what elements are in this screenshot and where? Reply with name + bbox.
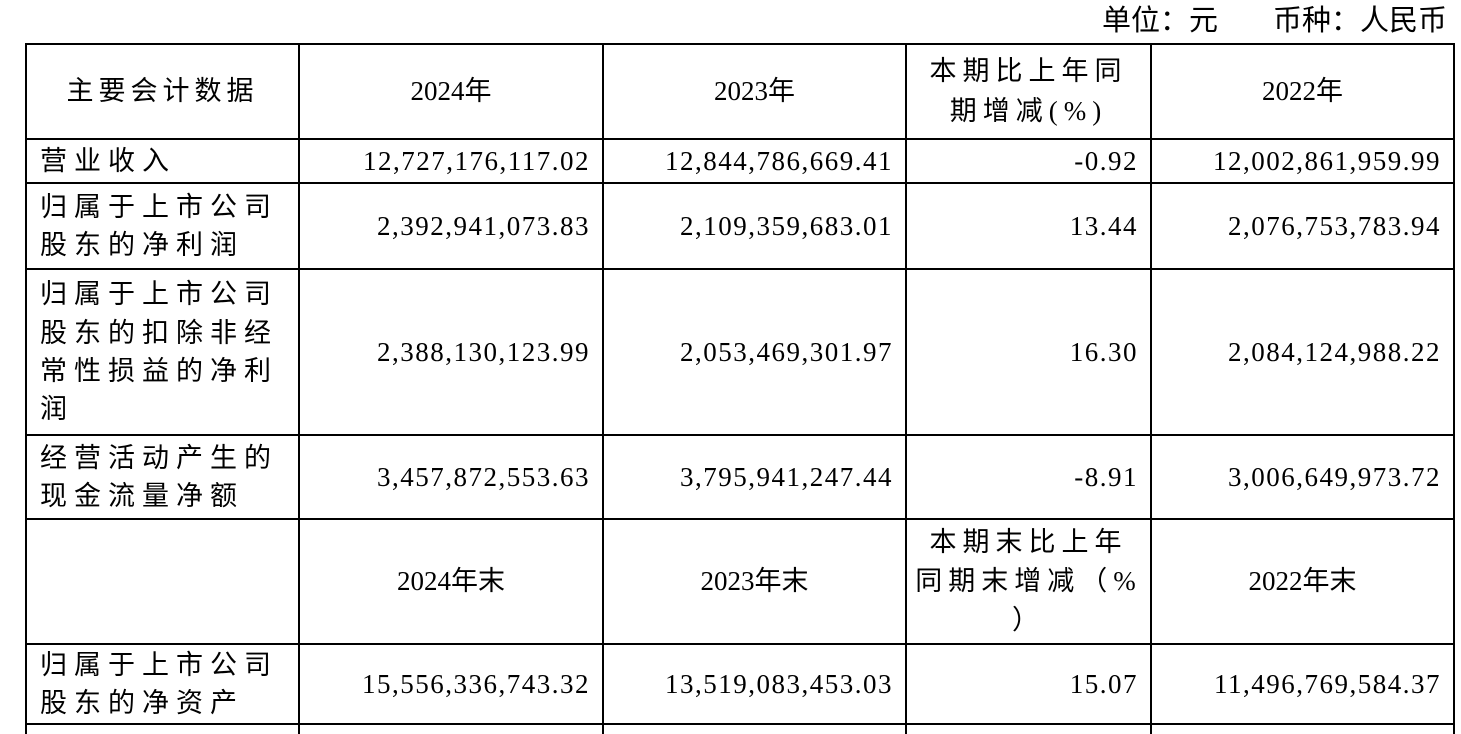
value-2022-cell: 2,076,753,783.94 [1150,182,1455,270]
value-2023-cell: 13,519,083,453.03 [602,643,907,725]
value-2024-cell: 3,457,872,553.63 [298,434,604,520]
value-2022-cell [1150,723,1455,734]
unit-label: 单位：元 [1101,5,1218,37]
header-metric-empty [25,518,300,645]
change-pct-cell: -0.92 [905,138,1152,184]
change-pct-cell: -8.91 [905,434,1152,520]
metric-label-cell [25,723,300,734]
value-2022-cell: 11,496,769,584.37 [1150,643,1455,725]
value-2023-cell: 2,053,469,301.97 [602,268,907,436]
table-row-net-assets: 归属于上市公司 股东的净资产 15,556,336,743.32 13,519,… [25,643,1455,725]
table-row-operating-cash-flow: 经营活动产生的 现金流量净额 3,457,872,553.63 3,795,94… [25,434,1455,520]
value-2023-cell: 12,844,786,669.41 [602,138,907,184]
change-pct-cell: 15.07 [905,643,1152,725]
value-2022-cell: 12,002,861,959.99 [1150,138,1455,184]
header-metric: 主要会计数据 [25,43,300,140]
header-2022: 2022年 [1150,43,1455,140]
header-2023-end: 2023年末 [602,518,907,645]
value-2023-cell: 3,795,941,247.44 [602,434,907,520]
key-accounting-data-table: 主要会计数据 2024年 2023年 本期比上年同 期增减(%) 2022年 营… [25,43,1455,734]
change-pct-cell: 13.44 [905,182,1152,270]
value-2022-cell: 3,006,649,973.72 [1150,434,1455,520]
metric-label-cell: 营业收入 [25,138,300,184]
metric-label-cell: 归属于上市公司 股东的净利润 [25,182,300,270]
value-2024-cell: 2,388,130,123.99 [298,268,604,436]
header-2022-end: 2022年末 [1150,518,1455,645]
header-change-pct: 本期比上年同 期增减(%) [905,43,1152,140]
table-row-operating-revenue: 营业收入 12,727,176,117.02 12,844,786,669.41… [25,138,1455,184]
annual-header-row: 主要会计数据 2024年 2023年 本期比上年同 期增减(%) 2022年 [25,43,1455,140]
metric-label-cell: 归属于上市公司 股东的扣除非经 常性损益的净利 润 [25,268,300,436]
value-2022-cell: 2,084,124,988.22 [1150,268,1455,436]
metric-label-cell: 归属于上市公司 股东的净资产 [25,643,300,725]
header-2024: 2024年 [298,43,604,140]
header-2024-end: 2024年末 [298,518,604,645]
value-2023-cell [602,723,907,734]
table-row-clipped [25,723,1455,734]
period-end-header-row: 2024年末 2023年末 本期末比上年 同期末增减（% ） 2022年末 [25,518,1455,645]
header-period-end-change-pct: 本期末比上年 同期末增减（% ） [905,518,1152,645]
table-row-net-profit: 归属于上市公司 股东的净利润 2,392,941,073.83 2,109,35… [25,182,1455,270]
change-pct-cell [905,723,1152,734]
currency-label: 币种：人民币 [1272,5,1447,37]
metric-label-cell: 经营活动产生的 现金流量净额 [25,434,300,520]
value-2024-cell: 2,392,941,073.83 [298,182,604,270]
change-pct-cell: 16.30 [905,268,1152,436]
value-2023-cell: 2,109,359,683.01 [602,182,907,270]
unit-currency-note: 单位：元 币种：人民币 [0,0,1461,37]
value-2024-cell [298,723,604,734]
table-row-net-profit-excl-nonrecurring: 归属于上市公司 股东的扣除非经 常性损益的净利 润 2,388,130,123.… [25,268,1455,436]
value-2024-cell: 15,556,336,743.32 [298,643,604,725]
value-2024-cell: 12,727,176,117.02 [298,138,604,184]
header-2023: 2023年 [602,43,907,140]
